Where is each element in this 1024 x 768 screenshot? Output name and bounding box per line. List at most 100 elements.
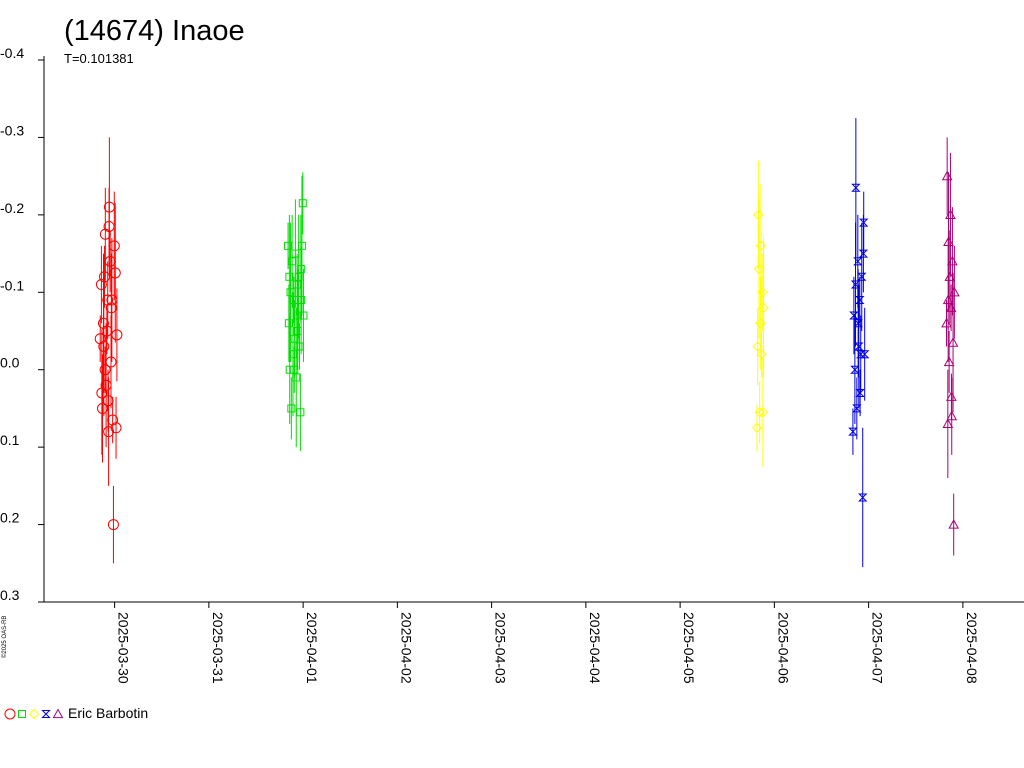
data-point [97, 402, 109, 414]
data-point [288, 350, 297, 359]
data-point [28, 708, 40, 720]
data-point [101, 325, 113, 337]
data-point [4, 708, 16, 720]
data-point [110, 422, 122, 434]
data-point [858, 493, 868, 502]
x-tick-label: 2025-04-05 [681, 612, 697, 684]
x-tick-label: 2025-03-30 [116, 612, 132, 684]
y-tick-label: 0.1 [0, 432, 20, 448]
data-point [106, 294, 118, 306]
x-tick-label: 2025-04-01 [304, 612, 320, 684]
chart-subtitle: T=0.101381 [64, 51, 134, 66]
x-tick-label: 2025-03-31 [210, 612, 226, 684]
data-point [105, 302, 117, 314]
data-point [297, 296, 306, 305]
x-axis-ticks: 2025-03-30 2025-03-31 2025-04-01 2025-04-02… [114, 602, 980, 684]
data-point [98, 340, 110, 352]
data-point [285, 365, 294, 374]
data-point [103, 220, 115, 232]
data-point [859, 350, 870, 359]
data-point [52, 708, 64, 719]
data-point [757, 407, 769, 418]
data-point [284, 319, 293, 328]
data-point [850, 365, 860, 374]
data-point [109, 267, 121, 279]
data-point [859, 218, 869, 227]
data-point [107, 414, 119, 426]
data-point [286, 288, 295, 297]
data-point [753, 209, 764, 221]
data-point [104, 255, 116, 267]
data-point [107, 519, 119, 531]
data-point [95, 279, 107, 291]
x-tick-label: 2025-04-04 [587, 612, 603, 684]
data-point [757, 287, 768, 298]
data-point [857, 272, 867, 281]
data-points [94, 170, 960, 531]
error-bars [99, 118, 955, 568]
data-point [753, 263, 765, 275]
chart-title: (14674) Inaoe [64, 15, 245, 47]
data-point [942, 418, 954, 429]
data-point [292, 373, 301, 382]
data-point [752, 341, 763, 352]
data-point [854, 342, 864, 351]
data-point [293, 311, 302, 320]
data-point [97, 317, 109, 329]
data-point [947, 337, 959, 347]
legend-observer: Eric Barbotin [68, 705, 148, 721]
data-point [853, 257, 863, 266]
y-tick-label: 0.0 [0, 355, 20, 371]
data-point [855, 296, 865, 305]
data-point [858, 249, 869, 258]
data-point [949, 286, 960, 297]
y-tick-label: -0.1 [0, 277, 24, 293]
data-point [98, 271, 110, 283]
data-point [943, 236, 954, 247]
y-tick-label: 0.3 [0, 587, 20, 603]
data-point [297, 241, 306, 250]
data-point [848, 427, 858, 436]
data-point [290, 365, 299, 374]
data-point [751, 422, 763, 433]
x-tick-label: 2025-04-06 [775, 612, 791, 684]
data-point [288, 257, 297, 266]
data-point [299, 311, 308, 320]
data-point [855, 388, 865, 397]
data-point [296, 265, 305, 274]
data-point [287, 404, 296, 413]
data-point [296, 408, 305, 417]
y-tick-label: -0.3 [0, 122, 24, 138]
legend: Eric Barbotin [4, 705, 148, 721]
data-point [291, 249, 300, 258]
data-point [41, 710, 51, 718]
legend-markers [4, 708, 64, 720]
data-point [943, 356, 955, 367]
data-point [111, 329, 123, 341]
data-point [755, 318, 766, 329]
data-point [947, 255, 958, 266]
data-point [853, 319, 863, 328]
data-point [755, 240, 767, 252]
data-point [946, 410, 958, 421]
y-tick-label: 0.2 [0, 510, 20, 526]
x-tick-label: 2025-04-07 [870, 612, 886, 684]
x-tick-label: 2025-04-02 [398, 612, 414, 684]
data-point [756, 349, 767, 360]
data-point [18, 710, 26, 718]
data-point [298, 199, 307, 208]
x-tick-label: 2025-04-08 [964, 612, 980, 684]
data-point [948, 519, 960, 529]
data-point [945, 302, 957, 312]
y-axis-ticks: -0.4 -0.3 -0.2 -0.1 0.0 0.1 0.2 0.3 [0, 45, 44, 603]
data-point [754, 407, 765, 418]
data-point [108, 240, 120, 252]
x-tick-label: 2025-04-03 [493, 612, 509, 684]
data-point [96, 387, 108, 399]
data-point [758, 302, 769, 313]
data-point [103, 201, 115, 213]
data-point [295, 342, 304, 351]
watermark: ©2025 OAS-RB [1, 616, 8, 658]
data-point [852, 404, 862, 413]
